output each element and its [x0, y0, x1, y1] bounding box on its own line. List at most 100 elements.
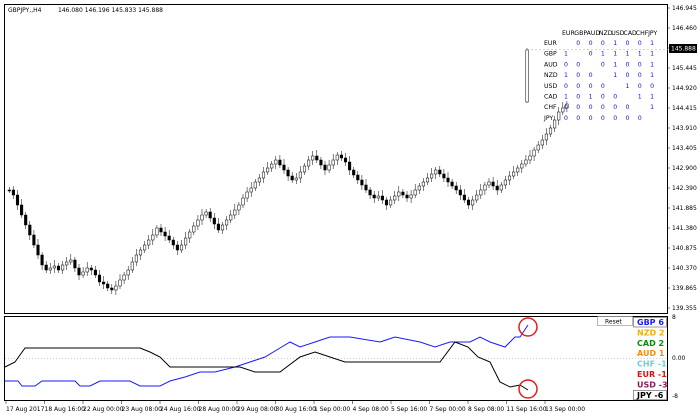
matrix-cell: 0: [626, 61, 630, 68]
svg-text:USD -3: USD -3: [637, 380, 668, 389]
matrix-cell: 1: [613, 51, 617, 58]
strength-item: JPY -6: [633, 389, 667, 401]
ohlc-values: 146.080 146.196 145.833 145.888: [58, 7, 163, 14]
indicator-tick: 0.00: [672, 355, 686, 362]
matrix-cell: 1: [613, 61, 617, 68]
matrix-cell: 0: [576, 61, 580, 68]
matrix-header: JPY: [647, 30, 657, 37]
strength-item: CAD 2: [637, 339, 664, 348]
svg-text:JPY -6: JPY -6: [636, 391, 664, 400]
price-tick: 143.910: [672, 125, 697, 132]
matrix-cell: 0: [638, 61, 642, 68]
matrix-cell: 0: [613, 104, 617, 111]
svg-text:EUR -1: EUR -1: [637, 370, 667, 379]
matrix-cell: 1: [626, 51, 630, 58]
matrix-cell: 0: [601, 61, 605, 68]
matrix-cell: 0: [576, 104, 580, 111]
strength-item: EUR -1: [637, 370, 667, 379]
time-tick: 18 Aug 16:00: [45, 406, 86, 413]
matrix-cell: 0: [613, 94, 617, 101]
matrix-header: NZD: [599, 30, 613, 37]
svg-text:AUD 1: AUD 1: [637, 349, 665, 358]
matrix-cell: 1: [564, 72, 568, 79]
time-tick: 7 Sep 00:00: [430, 406, 466, 413]
matrix-cell: 0: [576, 40, 580, 47]
matrix-header: CHF: [636, 30, 649, 37]
strength-item: AUD 1: [637, 349, 665, 358]
matrix-cell: 0: [626, 104, 630, 111]
matrix-cell: 0: [564, 83, 568, 90]
matrix-row-label: EUR: [544, 40, 557, 47]
strength-item: CHF -1: [637, 360, 667, 369]
price-tick: 142.390: [672, 185, 697, 192]
matrix-cell: 0: [589, 83, 593, 90]
symbol-timeframe: GBPJPY,,H4: [8, 7, 42, 14]
time-tick: 29 Aug 08:00: [237, 406, 278, 413]
current-price-label: 145.888: [671, 46, 696, 53]
matrix-cell: 0: [589, 104, 593, 111]
matrix-cell: 0: [626, 115, 630, 122]
price-tick: 141.380: [672, 225, 697, 232]
price-tick: 146.460: [672, 25, 697, 32]
matrix-row-label: AUD: [544, 61, 558, 68]
matrix-cell: 0: [638, 40, 642, 47]
strength-item: NZD 2: [637, 328, 665, 337]
matrix-cell: 0: [613, 115, 617, 122]
matrix-cell: 1: [638, 94, 642, 101]
svg-text:CAD 2: CAD 2: [637, 339, 664, 348]
matrix-cell: 0: [589, 72, 593, 79]
matrix-cell: 1: [650, 51, 654, 58]
matrix-cell: 0: [601, 40, 605, 47]
time-tick: 17 Aug 2017: [6, 406, 45, 413]
matrix-cell: 1: [626, 83, 630, 90]
price-tick: 140.370: [672, 265, 697, 272]
time-tick: 11 Sep 16:00: [507, 406, 547, 413]
time-tick: 1 Sep 00:00: [314, 406, 350, 413]
matrix-cell: 0: [589, 115, 593, 122]
matrix-cell: 1: [650, 40, 654, 47]
time-tick: 13 Sep 00:00: [545, 406, 585, 413]
time-tick: 8 Sep 08:00: [468, 406, 504, 413]
price-tick: 144.415: [672, 105, 697, 112]
matrix-cell: 0: [576, 115, 580, 122]
strength-item: GBP 6: [633, 317, 667, 328]
matrix-cell: 0: [601, 104, 605, 111]
svg-text:GBP 6: GBP 6: [637, 318, 664, 327]
matrix-row-label: CAD: [544, 94, 558, 101]
matrix-header: USD: [611, 30, 624, 37]
matrix-cell: 0: [601, 115, 605, 122]
matrix-cell: 1: [564, 94, 568, 101]
matrix-cell: 1: [650, 94, 654, 101]
indicator-axis: 8 0.00 -8: [672, 314, 686, 400]
price-tick: 139.865: [672, 285, 697, 292]
matrix-cell: 0: [650, 83, 654, 90]
matrix-cell: 1: [650, 104, 654, 111]
matrix-header: GBP: [574, 30, 587, 37]
current-price-tag: [669, 44, 697, 53]
matrix-cell: 0: [589, 51, 593, 58]
matrix-cell: 0: [564, 61, 568, 68]
time-tick: 4 Sep 08:00: [353, 406, 389, 413]
matrix-row-label: JPY: [543, 115, 553, 122]
price-tick: 142.900: [672, 165, 697, 172]
strength-item: USD -3: [637, 380, 668, 389]
price-tick: 146.945: [672, 5, 697, 12]
time-tick: 22 Aug 00:00: [83, 406, 124, 413]
reset-button[interactable]: Reset: [597, 316, 633, 326]
matrix-cell: 1: [650, 61, 654, 68]
matrix-row-label: CHF: [544, 104, 557, 111]
matrix-cell: 1: [613, 40, 617, 47]
matrix-row-label: NZD: [544, 72, 558, 79]
matrix-cell: 0: [626, 40, 630, 47]
matrix-header: CAD: [624, 30, 638, 37]
matrix-cell: 0: [576, 72, 580, 79]
matrix-cell: 1: [638, 51, 642, 58]
matrix-cell: 0: [576, 83, 580, 90]
price-tick: 141.885: [672, 205, 697, 212]
highlight-circle-top: [518, 317, 538, 337]
time-tick: 24 Aug 16:00: [160, 406, 201, 413]
